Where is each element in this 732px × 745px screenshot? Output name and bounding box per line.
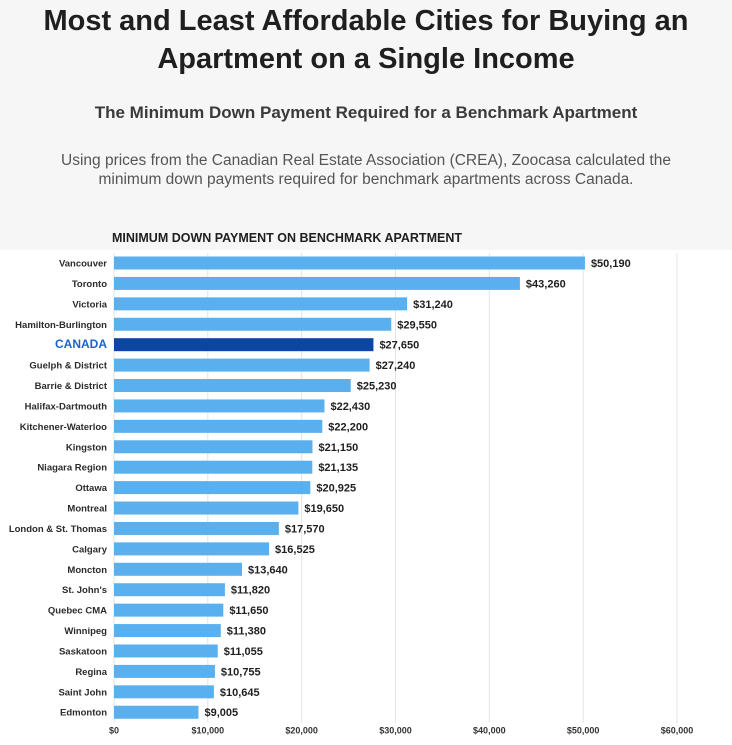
- bar: [114, 440, 313, 454]
- value-label: $27,240: [376, 360, 416, 372]
- category-label: Saskatoon: [59, 646, 107, 657]
- category-label: London & St. Thomas: [9, 524, 107, 535]
- bar: [114, 705, 199, 719]
- value-label: $9,005: [204, 707, 238, 719]
- value-label: $11,650: [229, 605, 268, 617]
- bars: [114, 256, 585, 719]
- bar: [114, 460, 313, 474]
- category-label: St. John's: [62, 585, 107, 596]
- bar-highlight: [114, 338, 374, 352]
- bar: [114, 276, 520, 290]
- bar: [114, 481, 311, 495]
- page-description: Using prices from the Canadian Real Esta…: [30, 151, 702, 189]
- category-label: Guelph & District: [29, 361, 107, 372]
- category-label: Moncton: [67, 565, 107, 576]
- x-tick-label: $40,000: [473, 726, 506, 736]
- bar: [114, 542, 270, 556]
- x-tick-label: $10,000: [192, 726, 225, 736]
- bar: [114, 624, 221, 638]
- bar: [114, 297, 408, 311]
- value-label: $29,550: [397, 319, 437, 331]
- category-label: CANADA: [55, 337, 107, 351]
- bar: [114, 501, 299, 515]
- x-tick-label: $30,000: [379, 726, 412, 736]
- bar: [114, 379, 351, 393]
- value-label: $21,135: [318, 462, 358, 474]
- value-label: $21,150: [318, 442, 358, 454]
- value-label: $17,570: [285, 523, 325, 535]
- bar: [114, 521, 279, 535]
- category-label: Vancouver: [59, 259, 107, 270]
- title-line-1: Most and Least Affordable Cities for Buy…: [43, 5, 689, 37]
- category-label: Edmonton: [60, 708, 107, 719]
- x-axis-ticks: $0 $10,000 $20,000 $30,000 $40,000 $50,000 $60…: [109, 726, 693, 736]
- page-subtitle: The Minimum Down Payment Required for a …: [94, 103, 638, 122]
- value-label: $11,055: [224, 646, 263, 658]
- bar: [114, 358, 370, 372]
- category-label: Regina: [75, 667, 107, 678]
- value-label: $19,650: [304, 503, 344, 515]
- chart-title: MINIMUM DOWN PAYMENT ON BENCHMARK APARTM…: [112, 231, 462, 245]
- category-label: Halifax-Dartmouth: [25, 401, 108, 412]
- header-panel: Most and Least Affordable Cities for Buy…: [0, 0, 732, 250]
- category-label: Montreal: [67, 504, 107, 515]
- category-label: Niagara Region: [37, 463, 107, 474]
- description-line-2: minimum down payments required for bench…: [98, 171, 634, 188]
- category-label: Kingston: [66, 442, 107, 453]
- category-label: Saint John: [58, 687, 107, 698]
- category-label: Calgary: [72, 544, 108, 555]
- value-label: $31,240: [413, 299, 453, 311]
- title-line-2: Apartment on a Single Income: [157, 43, 575, 75]
- bar: [114, 419, 323, 433]
- value-label: $25,230: [357, 381, 397, 393]
- bar: [114, 317, 392, 331]
- category-label: Winnipeg: [64, 626, 107, 637]
- category-label: Barrie & District: [35, 381, 108, 392]
- bar: [114, 644, 218, 658]
- value-label: $43,260: [526, 278, 566, 290]
- value-label: $20,925: [316, 483, 356, 495]
- value-labels: $50,190 $43,260 $31,240 $29,550 $27,650 $27,2…: [204, 258, 630, 719]
- bar: [114, 562, 242, 576]
- value-label: $13,640: [248, 564, 288, 576]
- value-label: $22,200: [328, 421, 368, 433]
- x-tick-label: $60,000: [661, 726, 694, 736]
- bar: [114, 256, 585, 270]
- bar: [114, 583, 225, 597]
- category-label: Ottawa: [75, 483, 107, 494]
- value-label: $16,525: [275, 544, 315, 556]
- x-tick-label: $50,000: [567, 726, 600, 736]
- category-labels: Vancouver Toronto Victoria Hamilton-Burling…: [9, 259, 108, 719]
- category-label: Kitchener-Waterloo: [20, 422, 107, 433]
- value-label: $50,190: [591, 258, 631, 270]
- x-tick-label: $20,000: [285, 726, 318, 736]
- value-label: $11,820: [231, 585, 270, 597]
- value-label: $11,380: [227, 626, 266, 638]
- value-label: $22,430: [330, 401, 370, 413]
- category-label: Hamilton-Burlington: [15, 320, 107, 331]
- bar: [114, 685, 214, 699]
- category-label: Toronto: [72, 279, 107, 290]
- category-label: Victoria: [72, 299, 107, 310]
- bar: [114, 399, 325, 413]
- value-label: $10,755: [221, 666, 261, 678]
- bar: [114, 664, 215, 678]
- bar: [114, 603, 224, 617]
- value-label: $27,650: [379, 340, 419, 352]
- value-label: $10,645: [220, 687, 260, 699]
- bar-chart: Vancouver Toronto Victoria Hamilton-Burling…: [9, 253, 693, 736]
- page-title: Most and Least Affordable Cities for Buy…: [0, 2, 732, 78]
- x-tick-label: $0: [109, 726, 119, 736]
- category-label: Quebec CMA: [48, 606, 107, 617]
- description-line-1: Using prices from the Canadian Real Esta…: [61, 152, 671, 169]
